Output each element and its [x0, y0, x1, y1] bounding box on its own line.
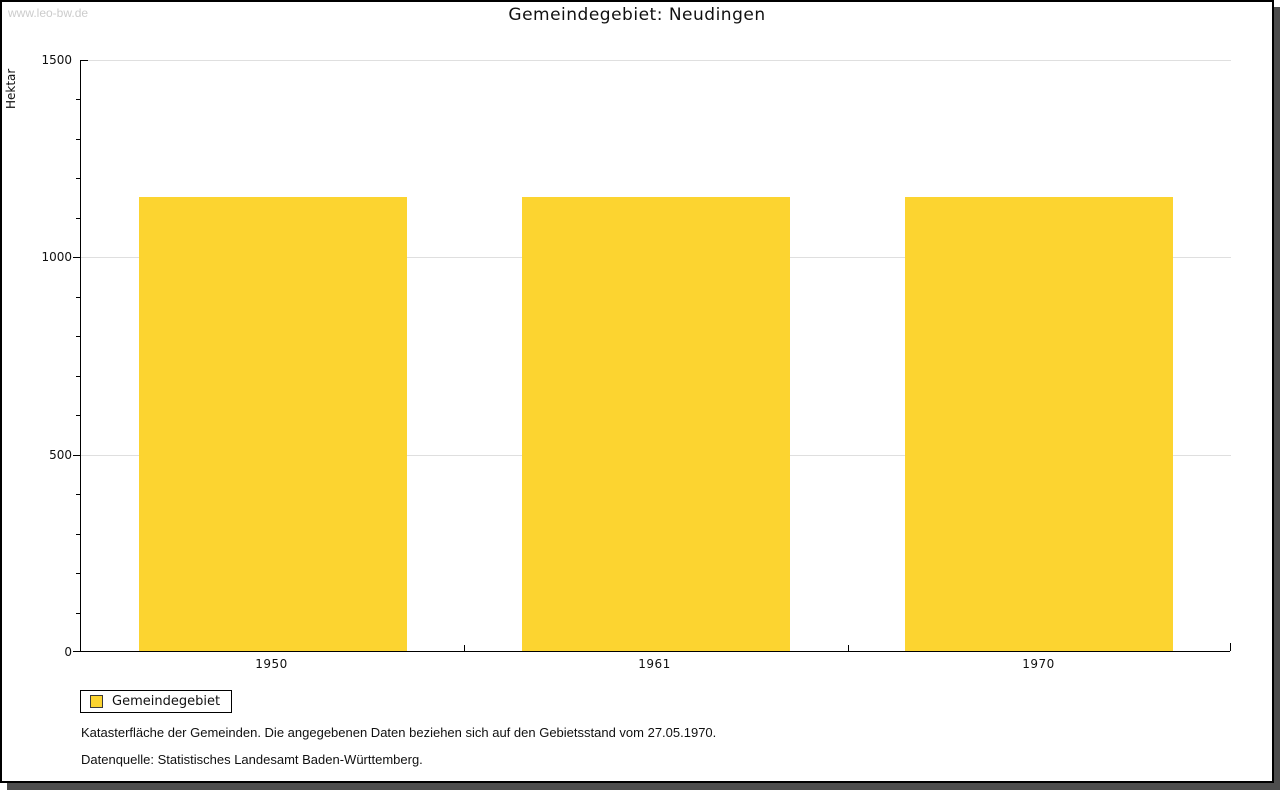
y-minor-tick — [76, 534, 80, 535]
y-minor-tick — [76, 218, 80, 219]
y-tick-label: 500 — [49, 448, 72, 462]
x-boundary-tick — [464, 645, 465, 651]
x-axis-tick-labels: 1950 1961 1970 — [80, 657, 1230, 673]
x-tick-label: 1970 — [1022, 657, 1055, 671]
plot-area — [73, 60, 1231, 652]
y-minor-tick — [76, 178, 80, 179]
y-tick-label: 0 — [64, 645, 72, 659]
bar-1970 — [905, 197, 1173, 651]
y-minor-tick — [76, 139, 80, 140]
legend: Gemeindegebiet — [80, 690, 233, 713]
y-minor-tick — [76, 336, 80, 337]
y-minor-tick — [76, 494, 80, 495]
y-minor-tick — [76, 573, 80, 574]
y-minor-tick — [76, 99, 80, 100]
y-major-tick — [73, 651, 80, 652]
y-minor-tick — [76, 415, 80, 416]
y-major-tick — [73, 455, 80, 456]
legend-swatch — [90, 695, 103, 708]
y-minor-tick — [76, 297, 80, 298]
footnote-data-source: Datenquelle: Statistisches Landesamt Bad… — [81, 752, 423, 767]
legend-label: Gemeindegebiet — [112, 694, 221, 709]
x-tick-label: 1950 — [255, 657, 288, 671]
bar-1961 — [522, 197, 790, 651]
chart-title: Gemeindegebiet: Neudingen — [508, 5, 766, 25]
gridline — [81, 60, 1231, 61]
bar-1950 — [139, 197, 407, 651]
y-minor-tick — [76, 376, 80, 377]
watermark: www.leo-bw.de — [8, 6, 89, 20]
footnote-source-note: Katasterfläche der Gemeinden. Die angege… — [81, 725, 717, 740]
y-axis-top-cap — [81, 60, 88, 61]
y-major-tick — [73, 257, 80, 258]
y-tick-label: 1500 — [41, 53, 72, 67]
y-tick-label: 1000 — [41, 250, 72, 264]
x-axis-end-cap — [1230, 643, 1231, 651]
y-minor-tick — [76, 613, 80, 614]
x-tick-label: 1961 — [638, 657, 671, 671]
x-boundary-tick — [848, 645, 849, 651]
